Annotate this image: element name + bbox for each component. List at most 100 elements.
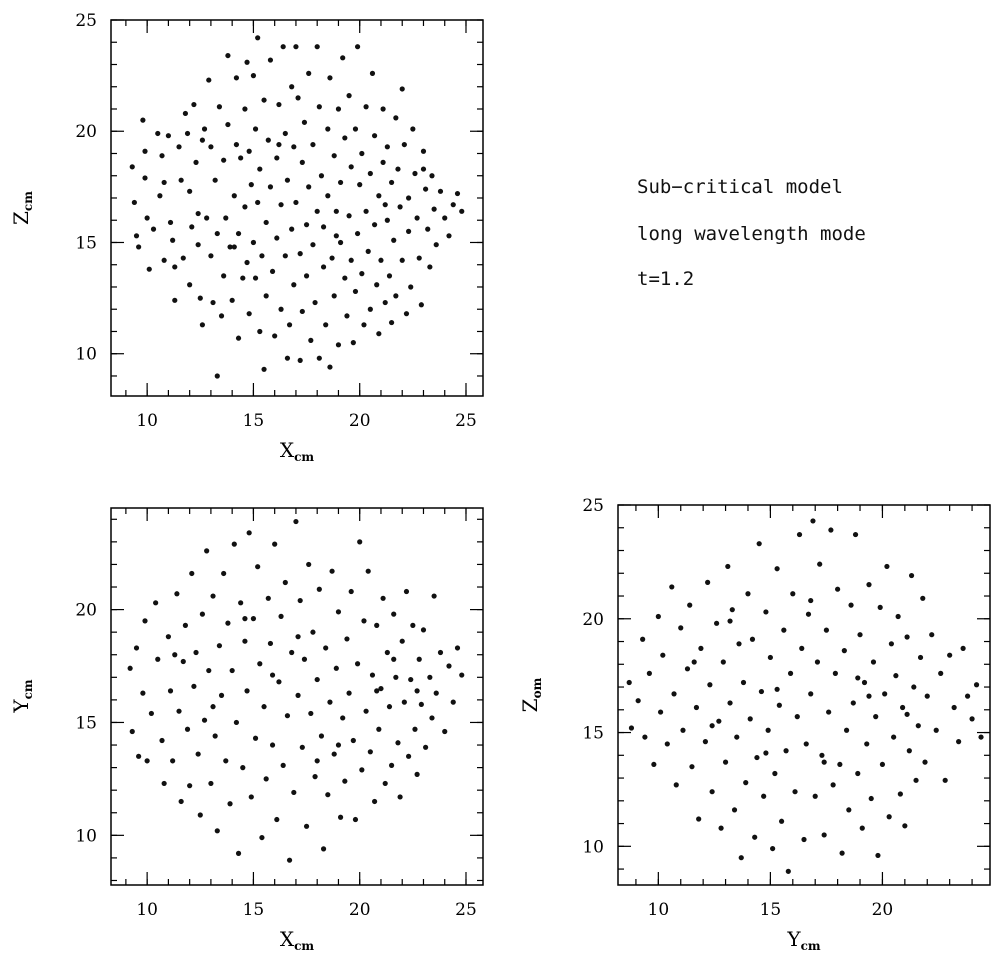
xz-scatter-panel: 10 15 20 25 10 15 20 25 Xcm Zcm [9,11,484,464]
scatter-point [227,244,233,250]
scatter-point [418,302,424,308]
scatter-point [199,322,206,328]
scatter-point [642,734,648,740]
scatter-point [327,75,333,81]
scatter-point [233,75,240,81]
scatter-point [378,257,384,263]
scatter-point [442,215,448,221]
scatter-point [812,793,818,799]
scatter-point [306,561,312,568]
scatter-point [242,616,248,622]
scatter-point [204,548,210,554]
scatter-point [904,711,910,717]
scatter-point [193,159,199,165]
scatter-point [359,767,365,773]
scatter-point [278,202,284,208]
scatter-point [244,259,250,266]
scatter-point [684,666,691,672]
scatter-point [263,219,269,226]
scatter-point [235,335,242,341]
scatter-point [787,670,794,676]
scatter-point [938,670,944,676]
scatter-point [367,170,373,177]
scatter-point [284,355,291,361]
scatter-point [240,275,246,281]
scatter-point [382,202,388,208]
scatter-point [286,322,293,328]
scatter-point [289,84,295,90]
scatter-point [201,717,208,723]
scatter-point [354,44,361,50]
scatter-point [191,683,197,689]
scatter-point [312,774,318,780]
scatter-point [459,208,465,214]
scatter-point [374,622,380,628]
scatter-point [225,52,231,59]
scatter-point [388,179,395,186]
scatter-point [437,649,444,656]
x-tick-label: 20 [349,411,371,431]
scatter-point [312,299,318,306]
scatter-point [129,164,135,170]
scatter-point [978,734,984,740]
scatter-point [924,693,930,699]
scatter-point [246,530,252,536]
scatter-point [709,789,715,795]
scatter-point [340,715,346,721]
scatter-point [433,242,439,248]
scatter-point [369,70,376,76]
scatter-point [357,182,363,188]
scatter-point [159,153,165,159]
scatter-point [286,857,293,863]
scatter-point [250,239,257,246]
scatter-point [344,313,350,319]
scatter-point [399,257,405,263]
scatter-point [295,634,301,640]
scatter-point [913,777,919,783]
scatter-point [884,563,890,570]
scatter-point [212,177,218,183]
x-tick-label: 15 [760,900,782,920]
scatter-point [660,652,666,658]
scatter-point [340,55,346,61]
x-tick-label: 15 [243,900,265,920]
scatter-point [406,195,412,201]
scatter-point [172,652,178,658]
scatter-point [282,579,288,586]
y-tick-label: 10 [75,345,97,365]
scatter-point [316,104,322,110]
scatter-point [214,230,220,237]
scatter-point [297,597,303,604]
scatter-point [859,825,865,831]
scatter-point [933,727,939,733]
scatter-point [218,692,225,698]
scatter-point [403,311,410,317]
scatter-point [208,253,214,259]
scatter-point [738,855,744,861]
scatter-point [848,602,854,608]
scatter-point [299,159,305,165]
scatter-point [257,661,263,667]
scatter-point [391,237,397,243]
y-tick-label: 15 [75,233,97,253]
scatter-point [325,792,331,798]
scatter-point [161,780,167,787]
scatter-point [337,814,344,820]
scatter-point [406,228,412,234]
scatter-point [749,636,756,642]
scatter-point [274,235,280,241]
scatter-point [316,586,322,592]
scatter-point [817,561,823,567]
scatter-point [284,713,291,719]
scatter-point [843,727,850,733]
scatter-point [176,144,182,150]
scatter-point [736,641,742,647]
scatter-point [136,244,142,250]
scatter-point [850,700,856,706]
scatter-point [206,667,212,674]
scatter-point [960,645,966,651]
scatter-point [819,752,825,758]
y-tick-label: 10 [582,837,604,857]
scatter-point [250,616,257,622]
scatter-point [459,672,465,678]
